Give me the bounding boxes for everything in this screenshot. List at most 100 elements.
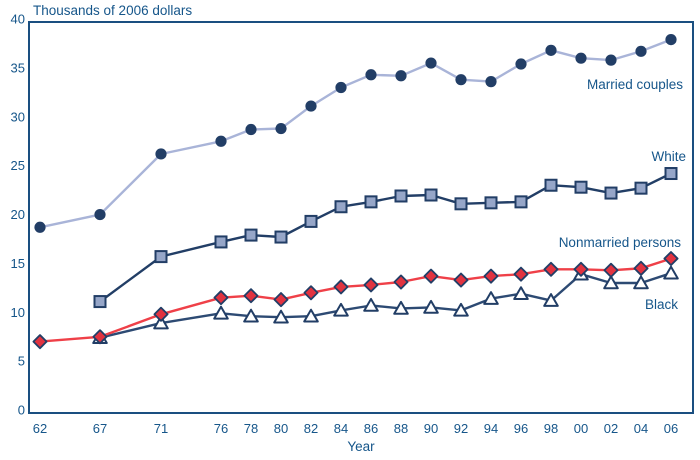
y-tick-label: 0 — [18, 403, 25, 418]
data-point-married-couples — [365, 69, 377, 81]
data-point-married-couples — [425, 57, 437, 69]
data-point-married-couples — [515, 58, 527, 70]
data-point-nonmarried-persons — [273, 292, 289, 308]
x-tick-label: 84 — [334, 421, 348, 436]
y-tick-label: 10 — [11, 305, 25, 320]
data-point-black — [333, 302, 349, 317]
x-tick-label: 00 — [574, 421, 588, 436]
data-point-nonmarried-persons — [363, 277, 379, 293]
data-point-black — [513, 286, 529, 301]
series-label-married-couples: Married couples — [587, 77, 683, 92]
data-point-nonmarried-persons — [32, 334, 48, 350]
series-line-married-couples — [38, 38, 673, 229]
data-point-nonmarried-persons — [663, 251, 679, 267]
x-tick-label: 94 — [484, 421, 498, 436]
data-point-nonmarried-persons — [423, 268, 439, 284]
x-tick-label: 96 — [514, 421, 528, 436]
data-point-nonmarried-persons — [453, 272, 469, 288]
data-point-black — [213, 305, 229, 320]
data-point-black — [633, 275, 649, 290]
data-point-nonmarried-persons — [243, 288, 259, 304]
y-tick-label: 25 — [11, 158, 25, 173]
data-point-nonmarried-persons — [92, 329, 108, 345]
data-point-married-couples — [635, 45, 647, 57]
data-point-white — [484, 196, 498, 210]
x-tick-label: 76 — [214, 421, 228, 436]
data-point-black — [243, 308, 259, 323]
data-point-white — [154, 250, 168, 264]
x-tick-label: 78 — [244, 421, 258, 436]
data-point-nonmarried-persons — [633, 260, 649, 276]
data-point-nonmarried-persons — [513, 266, 529, 282]
data-point-black — [363, 297, 379, 312]
data-point-married-couples — [305, 100, 317, 112]
series-markers — [32, 33, 679, 350]
series-label-white: White — [651, 149, 686, 164]
data-point-white — [634, 181, 648, 195]
data-point-nonmarried-persons — [213, 290, 229, 306]
x-axis-title: Year — [347, 439, 375, 454]
series-label-nonmarried-persons: Nonmarried persons — [559, 235, 682, 250]
x-tick-label: 92 — [454, 421, 468, 436]
x-tick-label: 04 — [634, 421, 648, 436]
data-point-white — [454, 197, 468, 211]
data-point-nonmarried-persons — [333, 279, 349, 295]
data-point-nonmarried-persons — [543, 261, 559, 277]
x-tick-label: 82 — [304, 421, 318, 436]
data-point-white — [244, 228, 258, 242]
data-point-nonmarried-persons — [483, 268, 499, 284]
y-tick-label: 5 — [18, 354, 25, 369]
data-point-married-couples — [395, 70, 407, 82]
data-point-married-couples — [605, 54, 617, 66]
data-point-married-couples — [455, 74, 467, 86]
x-tick-label: 71 — [154, 421, 168, 436]
data-point-nonmarried-persons — [393, 274, 409, 290]
y-tick-label: 40 — [11, 12, 25, 27]
data-point-white — [304, 214, 318, 228]
data-point-white — [394, 189, 408, 203]
y-tick-label: 20 — [11, 207, 25, 222]
data-point-married-couples — [665, 33, 677, 46]
y-tick-label: 35 — [11, 60, 25, 75]
data-point-married-couples — [245, 123, 257, 136]
data-point-white — [664, 167, 678, 181]
y-axis-tick-labels: 0 5 10 15 20 25 30 35 40 — [11, 12, 25, 418]
data-point-white — [424, 188, 438, 202]
x-axis-tick-labels: 62 67 71 76 78 80 82 84 86 88 90 92 94 96 98 00 02 04 06 — [33, 421, 678, 436]
data-point-nonmarried-persons — [303, 285, 319, 301]
data-point-black — [543, 293, 559, 307]
data-point-white — [214, 235, 228, 249]
data-point-married-couples — [94, 208, 106, 221]
data-point-married-couples — [575, 52, 587, 64]
y-tick-label: 15 — [11, 256, 25, 271]
data-point-black — [603, 275, 619, 290]
data-point-black — [453, 302, 469, 317]
data-point-white — [274, 230, 288, 244]
data-point-black — [393, 300, 409, 315]
data-point-nonmarried-persons — [603, 262, 619, 278]
data-point-white — [93, 295, 107, 309]
data-point-married-couples — [545, 44, 557, 56]
x-tick-label: 80 — [274, 421, 288, 436]
data-point-white — [334, 200, 348, 214]
data-point-black — [153, 315, 169, 330]
data-point-married-couples — [215, 135, 227, 147]
x-tick-label: 02 — [604, 421, 618, 436]
data-point-white — [574, 180, 588, 194]
data-point-white — [604, 186, 618, 200]
x-tick-label: 62 — [33, 421, 47, 436]
series-label-black: Black — [645, 297, 678, 312]
data-point-married-couples — [275, 122, 287, 135]
data-point-nonmarried-persons — [153, 306, 169, 322]
data-point-black — [663, 265, 679, 280]
plot-area-border — [28, 21, 694, 414]
data-point-black — [303, 308, 319, 323]
x-tick-label: 06 — [664, 421, 678, 436]
data-point-married-couples — [155, 148, 167, 160]
data-point-white — [364, 195, 378, 209]
x-tick-label: 67 — [93, 421, 107, 436]
x-tick-label: 98 — [544, 421, 558, 436]
data-point-black — [483, 291, 499, 305]
